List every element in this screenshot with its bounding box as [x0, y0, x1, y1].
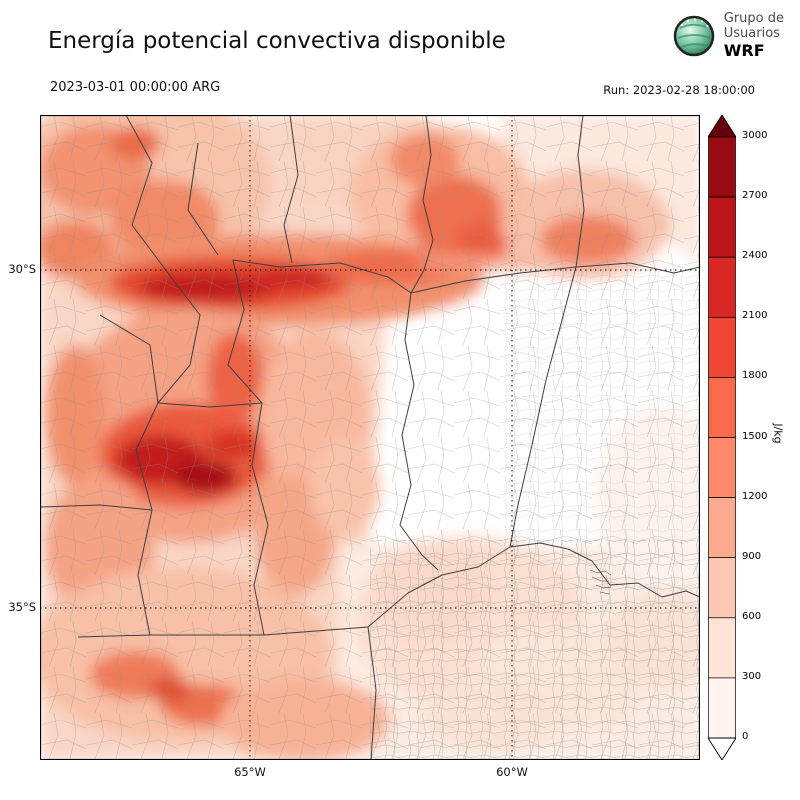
logo-line-1: Grupo de	[723, 11, 784, 26]
valid-time-label: 2023-03-01 00:00:00 ARG	[50, 80, 221, 95]
colorbar-tick-label: 2100	[742, 310, 768, 321]
colorbar: 3000 2700 2400 2100 1800 1500 1200 900 6…	[707, 114, 800, 761]
colorbar-segment	[708, 677, 736, 739]
colorbar-arrow-top	[707, 114, 737, 138]
page-title: Energía potencial convectiva disponible	[48, 28, 506, 54]
globe-icon	[673, 15, 714, 57]
colorbar-segment	[708, 196, 736, 258]
colorbar-arrow-bottom	[707, 737, 737, 761]
colorbar-segment	[708, 316, 736, 378]
map-frame	[40, 115, 700, 760]
colorbar-tick-label: 900	[742, 551, 762, 562]
colorbar-segment	[708, 437, 736, 498]
run-time-label: Run: 2023-02-28 18:00:00	[603, 83, 755, 97]
colorbar-tick-label: 0	[742, 731, 749, 742]
colorbar-segment	[708, 617, 736, 679]
colorbar-tick-label: 600	[742, 611, 762, 622]
colorbar-tick-label: 1200	[742, 491, 768, 502]
department-grid-fine-er	[505, 270, 700, 560]
logo-text: Grupo de Usuarios WRF	[723, 11, 784, 60]
colorbar-tick-label: 1500	[742, 431, 768, 442]
lon-label-60w: 60°W	[496, 765, 528, 779]
colorbar-segment	[708, 557, 736, 619]
colorbar-segment	[708, 256, 736, 318]
lat-label-30s: 30°S	[8, 262, 36, 276]
amba-cluster	[589, 569, 612, 595]
wrf-logo: Grupo de Usuarios WRF	[672, 11, 784, 60]
colorbar-segment	[708, 377, 736, 438]
gridlines	[40, 115, 700, 760]
cape-map	[40, 115, 700, 760]
colorbar-tick-label: 3000	[742, 130, 768, 141]
lat-label-35s: 35°S	[8, 600, 36, 614]
lon-label-65w: 65°W	[234, 765, 266, 779]
colorbar-segment	[708, 136, 736, 198]
department-grid-fine-ba	[370, 540, 700, 760]
colorbar-tick-label: 300	[742, 671, 762, 682]
colorbar-bar	[707, 114, 737, 761]
colorbar-tick-label: 2700	[742, 190, 768, 201]
colorbar-segment	[708, 497, 736, 559]
province-borders	[40, 115, 700, 760]
colorbar-tick-label: 1800	[742, 370, 768, 381]
logo-line-3: WRF	[723, 40, 765, 60]
logo-line-2: Usuarios	[723, 25, 780, 41]
colorbar-tick-label: 2400	[742, 250, 768, 261]
colorbar-unit-label: J/kg	[771, 423, 785, 444]
